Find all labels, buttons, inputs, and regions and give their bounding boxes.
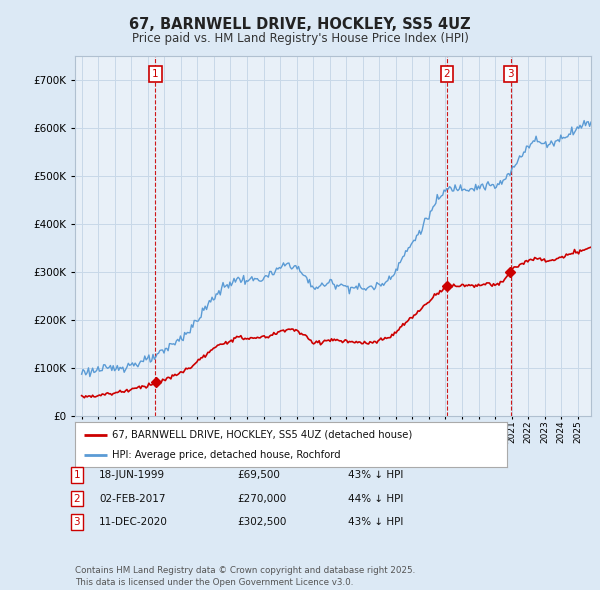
Text: £302,500: £302,500: [237, 517, 286, 527]
Text: 2: 2: [443, 68, 450, 78]
Text: 18-JUN-1999: 18-JUN-1999: [99, 470, 165, 480]
Text: 44% ↓ HPI: 44% ↓ HPI: [348, 494, 403, 503]
Text: £270,000: £270,000: [237, 494, 286, 503]
Text: HPI: Average price, detached house, Rochford: HPI: Average price, detached house, Roch…: [112, 450, 340, 460]
Text: 43% ↓ HPI: 43% ↓ HPI: [348, 517, 403, 527]
Text: £69,500: £69,500: [237, 470, 280, 480]
Text: 1: 1: [73, 470, 80, 480]
Text: Contains HM Land Registry data © Crown copyright and database right 2025.
This d: Contains HM Land Registry data © Crown c…: [75, 566, 415, 587]
Text: 02-FEB-2017: 02-FEB-2017: [99, 494, 166, 503]
Text: 43% ↓ HPI: 43% ↓ HPI: [348, 470, 403, 480]
Text: 11-DEC-2020: 11-DEC-2020: [99, 517, 168, 527]
Text: 2: 2: [73, 494, 80, 503]
Text: 3: 3: [73, 517, 80, 527]
Text: Price paid vs. HM Land Registry's House Price Index (HPI): Price paid vs. HM Land Registry's House …: [131, 32, 469, 45]
Text: 67, BARNWELL DRIVE, HOCKLEY, SS5 4UZ: 67, BARNWELL DRIVE, HOCKLEY, SS5 4UZ: [129, 17, 471, 31]
Text: 3: 3: [508, 68, 514, 78]
Text: 1: 1: [152, 68, 158, 78]
Text: 67, BARNWELL DRIVE, HOCKLEY, SS5 4UZ (detached house): 67, BARNWELL DRIVE, HOCKLEY, SS5 4UZ (de…: [112, 430, 412, 440]
